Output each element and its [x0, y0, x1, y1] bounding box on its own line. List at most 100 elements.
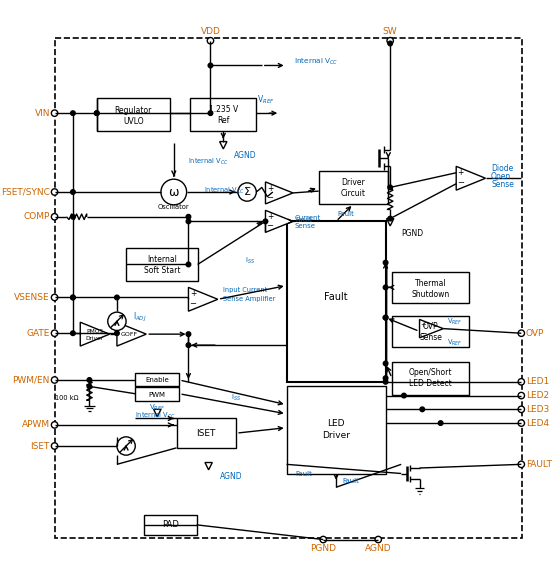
Text: I$_{SS}$: I$_{SS}$ — [246, 256, 255, 266]
Bar — [286, 387, 385, 473]
Text: VDD: VDD — [201, 27, 221, 36]
Circle shape — [87, 378, 92, 382]
Text: Sense: Sense — [295, 223, 316, 229]
Text: −: − — [267, 193, 274, 202]
Circle shape — [114, 295, 119, 300]
Text: −: − — [457, 178, 465, 187]
Circle shape — [51, 294, 58, 301]
Text: I$_{ADJ}$: I$_{ADJ}$ — [133, 311, 147, 324]
Text: +: + — [190, 289, 196, 298]
Text: Internal: Internal — [147, 255, 177, 264]
Text: V$_{REF}$: V$_{REF}$ — [149, 402, 165, 413]
Text: LED3: LED3 — [526, 405, 549, 414]
Text: ω: ω — [169, 185, 179, 199]
Polygon shape — [189, 287, 218, 311]
Text: +: + — [267, 212, 273, 222]
Text: V$_{REF}$: V$_{REF}$ — [257, 93, 274, 106]
Circle shape — [108, 312, 126, 331]
Circle shape — [420, 407, 425, 412]
Text: AGND: AGND — [234, 151, 257, 160]
Bar — [392, 272, 469, 303]
Polygon shape — [154, 409, 161, 417]
Text: PGND: PGND — [310, 544, 336, 553]
Text: Diode: Diode — [491, 164, 513, 173]
Text: Fault: Fault — [338, 211, 354, 217]
Circle shape — [186, 332, 191, 336]
Circle shape — [518, 378, 524, 385]
Text: +: + — [457, 168, 464, 177]
Circle shape — [388, 41, 393, 45]
Text: Thermal: Thermal — [415, 279, 446, 288]
Text: SW: SW — [383, 27, 398, 36]
Bar — [392, 361, 469, 395]
Text: Sense Amplifier: Sense Amplifier — [223, 296, 275, 303]
Text: −: − — [190, 300, 196, 308]
Bar — [190, 97, 256, 131]
Bar — [286, 222, 385, 382]
Text: PAD: PAD — [161, 521, 179, 529]
Circle shape — [71, 189, 75, 194]
Text: Shutdown: Shutdown — [411, 290, 450, 299]
Circle shape — [51, 377, 58, 383]
Circle shape — [208, 111, 213, 115]
Text: Internal V$_{CC}$: Internal V$_{CC}$ — [204, 186, 245, 196]
Text: −: − — [267, 222, 274, 230]
Circle shape — [383, 380, 388, 384]
Text: LED: LED — [327, 419, 345, 427]
Text: PWM: PWM — [149, 392, 166, 398]
Text: Regulator: Regulator — [114, 106, 152, 115]
Circle shape — [518, 406, 524, 413]
Circle shape — [375, 536, 382, 543]
Text: 1.235 V: 1.235 V — [208, 105, 238, 114]
Circle shape — [51, 189, 58, 195]
Text: Open: Open — [491, 172, 512, 181]
Text: −: − — [420, 329, 426, 338]
Circle shape — [87, 384, 92, 389]
Circle shape — [518, 330, 524, 336]
Circle shape — [51, 330, 58, 336]
Text: Oscillator: Oscillator — [158, 203, 190, 210]
Text: Ref: Ref — [217, 116, 229, 125]
Text: GATE: GATE — [27, 329, 50, 338]
Text: VSENSE: VSENSE — [14, 293, 50, 302]
Circle shape — [207, 37, 213, 44]
Circle shape — [320, 536, 326, 543]
Circle shape — [518, 420, 524, 426]
Circle shape — [51, 110, 58, 117]
Circle shape — [383, 315, 388, 320]
Text: OVP: OVP — [526, 329, 544, 338]
Polygon shape — [456, 166, 486, 190]
Bar — [392, 316, 469, 347]
Bar — [126, 248, 197, 281]
Polygon shape — [205, 462, 212, 470]
Circle shape — [117, 437, 135, 455]
Text: LED Detect: LED Detect — [409, 379, 452, 388]
Text: Internal V$_{CC}$: Internal V$_{CC}$ — [189, 157, 229, 167]
Polygon shape — [265, 182, 293, 204]
Polygon shape — [265, 210, 293, 233]
Bar — [144, 515, 197, 535]
Text: Sense: Sense — [491, 180, 514, 189]
Circle shape — [186, 262, 191, 267]
Text: VIN: VIN — [34, 108, 50, 118]
Circle shape — [383, 315, 388, 320]
Text: COMP: COMP — [24, 212, 50, 222]
Text: Driver: Driver — [86, 336, 104, 341]
Circle shape — [263, 219, 268, 224]
Circle shape — [71, 295, 75, 300]
Text: Current: Current — [295, 215, 321, 221]
Circle shape — [518, 392, 524, 399]
Text: FAULT: FAULT — [526, 460, 552, 469]
Bar — [135, 373, 179, 387]
Circle shape — [439, 421, 443, 426]
Text: ISET: ISET — [196, 429, 216, 438]
Text: Fault: Fault — [296, 216, 312, 223]
Circle shape — [95, 111, 99, 115]
Text: ISET: ISET — [30, 441, 50, 451]
Text: PWM/EN: PWM/EN — [13, 375, 50, 384]
Polygon shape — [117, 322, 147, 346]
Polygon shape — [80, 322, 109, 346]
Text: PGND: PGND — [401, 229, 423, 238]
Text: Open/Short: Open/Short — [409, 368, 452, 377]
Text: Σ: Σ — [244, 187, 251, 197]
